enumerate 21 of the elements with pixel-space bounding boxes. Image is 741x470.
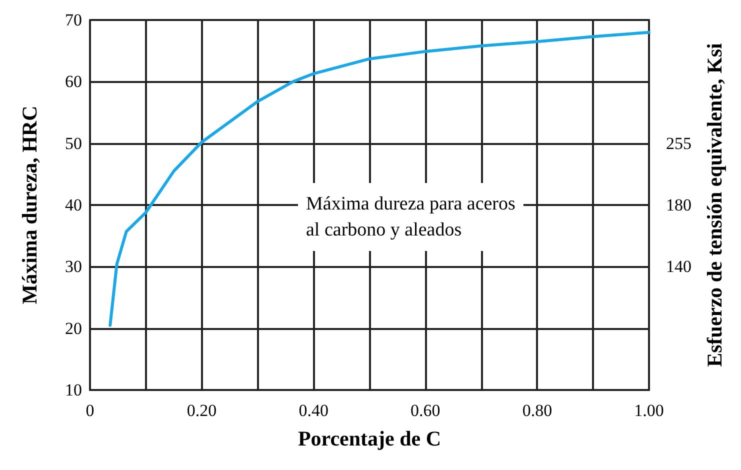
x-tick-label: 0.20 bbox=[186, 401, 217, 420]
line-series bbox=[108, 30, 650, 327]
text: 140 bbox=[666, 257, 692, 276]
text: 180 bbox=[666, 196, 692, 214]
x-axis-title: Porcentaje de C bbox=[298, 426, 442, 450]
x-tick-label: 1.00 bbox=[634, 401, 664, 420]
y-tick-label: 10 bbox=[65, 380, 82, 400]
y-axis-title: Máxima dureza, HRC bbox=[18, 106, 42, 304]
y-tick-label: 70 bbox=[65, 10, 82, 30]
y2-axis-title: Esfuerzo de tensión equivalente, Ksi bbox=[702, 42, 726, 367]
y-tick-label: 20 bbox=[65, 318, 82, 338]
y-tick-label: 50 bbox=[65, 134, 82, 153]
x-tick-label: 0.40 bbox=[298, 401, 328, 420]
annotation: Máxima dureza para aceros al carbono y aleados bbox=[306, 194, 516, 240]
y-tick-label: 40 bbox=[65, 196, 82, 214]
x-tick-label: 0 bbox=[86, 401, 94, 420]
text: 255 bbox=[666, 134, 692, 153]
y-tick-label: 30 bbox=[65, 257, 82, 276]
x-tick-label: 0.60 bbox=[410, 401, 440, 420]
y-tick-label: 60 bbox=[65, 72, 82, 92]
x-tick-label: 0.80 bbox=[522, 401, 552, 420]
